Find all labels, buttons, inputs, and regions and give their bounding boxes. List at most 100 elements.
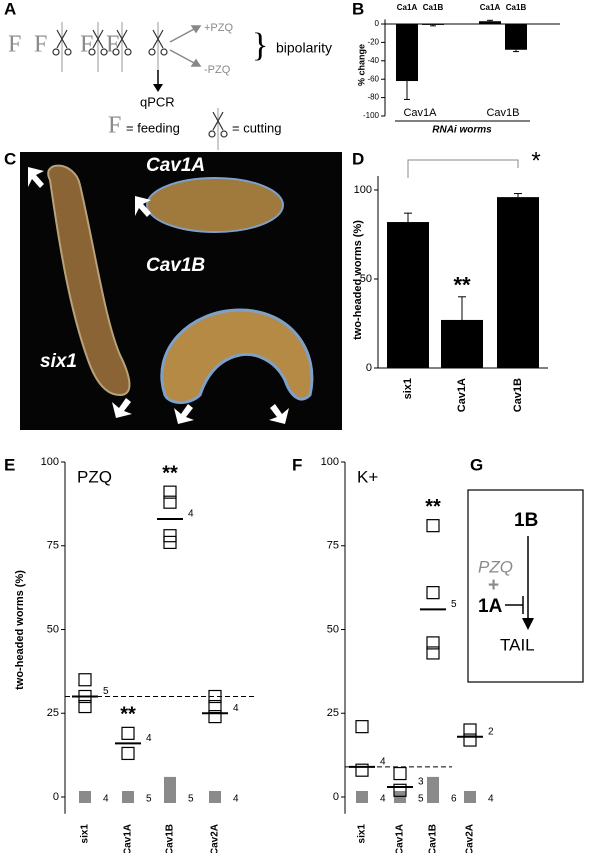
label-cav1b: Cav1B: [146, 255, 205, 276]
panel-label: A: [4, 0, 16, 18]
control-mark: [122, 791, 134, 803]
control-n: 6: [451, 794, 457, 805]
node-tail: TAIL: [500, 635, 535, 654]
point: [426, 646, 440, 660]
n-label: 4: [380, 756, 386, 767]
diagram-a: F F F F +PZQ -PZQ } bipolarity qPCR F = …: [8, 22, 332, 150]
control-n: 5: [188, 794, 194, 805]
arrowhead: [153, 84, 163, 92]
y-tick-label: 25: [327, 707, 339, 719]
y-tick-label: 0: [53, 791, 59, 803]
x-tick-label: Cav1B: [165, 824, 176, 853]
outcome: bipolarity: [276, 40, 332, 56]
x-tick-label: Cav2A: [210, 824, 221, 853]
x-tick-label: Cav1A: [456, 378, 468, 412]
chart-title: K+: [357, 467, 378, 486]
bar: [479, 21, 501, 24]
node-1b: 1B: [514, 510, 538, 531]
node-1a: 1A: [478, 596, 503, 617]
point: [355, 720, 369, 734]
bar: [497, 197, 539, 368]
panel-label: G: [470, 455, 483, 474]
series-label: Ca1A: [480, 3, 501, 12]
bar: [441, 319, 483, 368]
bar: [505, 24, 527, 50]
image-c: Cav1A Cav1B six1: [20, 152, 342, 430]
significance: **: [453, 273, 471, 298]
arrows: [28, 167, 289, 424]
y-tick-label: 100: [41, 456, 59, 468]
series-label: Ca1A: [397, 3, 418, 12]
significance: **: [120, 704, 136, 726]
panel-label: B: [352, 0, 364, 18]
y-tick-label: 50: [360, 273, 372, 285]
point: [78, 699, 92, 714]
point: [208, 689, 222, 704]
y-tick-label: 0: [375, 19, 380, 28]
diagram-g: 1B PZQ + 1A TAIL: [467, 489, 584, 683]
control-n: 5: [146, 794, 152, 805]
n-label: 4: [233, 703, 239, 714]
control-mark: [164, 776, 176, 803]
y-axis-label: % change: [356, 44, 366, 86]
comparison-bracket: [407, 159, 519, 178]
feeding-symbol: F: [8, 32, 21, 58]
panel-label: D: [352, 149, 364, 168]
assay: qPCR: [140, 94, 175, 109]
legend-cutting: = cutting: [232, 120, 282, 135]
control-mark: [464, 791, 476, 803]
panel-label: E: [4, 455, 15, 474]
point: [393, 783, 407, 797]
label-six1: six1: [40, 351, 77, 372]
legend-symbol: F: [108, 113, 121, 139]
brace: }: [252, 27, 268, 64]
point: [163, 485, 177, 499]
y-tick-label: -20: [367, 38, 379, 47]
arrows: [169, 25, 202, 67]
point: [163, 529, 177, 543]
n-label: 5: [451, 599, 457, 610]
y-tick-label: -60: [367, 74, 379, 83]
point: [355, 763, 369, 777]
comparison-mark: *: [531, 147, 540, 174]
feeding-symbol: F: [106, 32, 119, 58]
point: [426, 519, 440, 533]
x-tick-label: Cav1A: [395, 824, 406, 853]
x-axis-label: RNAi worms: [432, 125, 492, 136]
y-tick-label: -80: [367, 93, 379, 102]
legend-feeding: = feeding: [126, 120, 180, 135]
control-mark: [209, 791, 221, 803]
x-tick-label: six1: [80, 824, 91, 844]
y-tick-label: -100: [363, 111, 380, 120]
point: [121, 726, 135, 740]
x-tick-label: Cav1B: [428, 824, 439, 853]
control-n: 4: [380, 794, 386, 805]
control-n: 4: [233, 794, 239, 805]
feeding-symbol: F: [80, 32, 93, 58]
bar: [422, 24, 444, 25]
n-label: 2: [488, 726, 494, 737]
point: [78, 673, 92, 687]
x-tick-label: Cav1B: [512, 378, 524, 412]
point: [426, 636, 440, 650]
arrowhead: [522, 618, 534, 630]
x-tick-label: Cav1B: [486, 107, 519, 119]
y-tick-label: -40: [367, 56, 379, 65]
point: [463, 733, 477, 747]
y-tick-label: 0: [333, 791, 339, 803]
point: [121, 746, 135, 761]
y-tick-label: 75: [327, 540, 339, 552]
y-tick-label: 0: [366, 362, 372, 374]
x-tick-label: Cav1A: [403, 107, 437, 119]
scissors-icons: [52, 22, 228, 150]
feeding-symbol: F: [34, 32, 47, 58]
point: [163, 495, 177, 509]
series-label: Ca1B: [506, 3, 527, 12]
frame: [467, 489, 584, 683]
worm-six1: [47, 164, 131, 397]
y-axis-label: two-headed worms (%): [14, 570, 26, 690]
n-label: 3: [418, 777, 424, 788]
n-label: 5: [103, 686, 109, 697]
x-tick-label: Cav1A: [123, 824, 134, 853]
